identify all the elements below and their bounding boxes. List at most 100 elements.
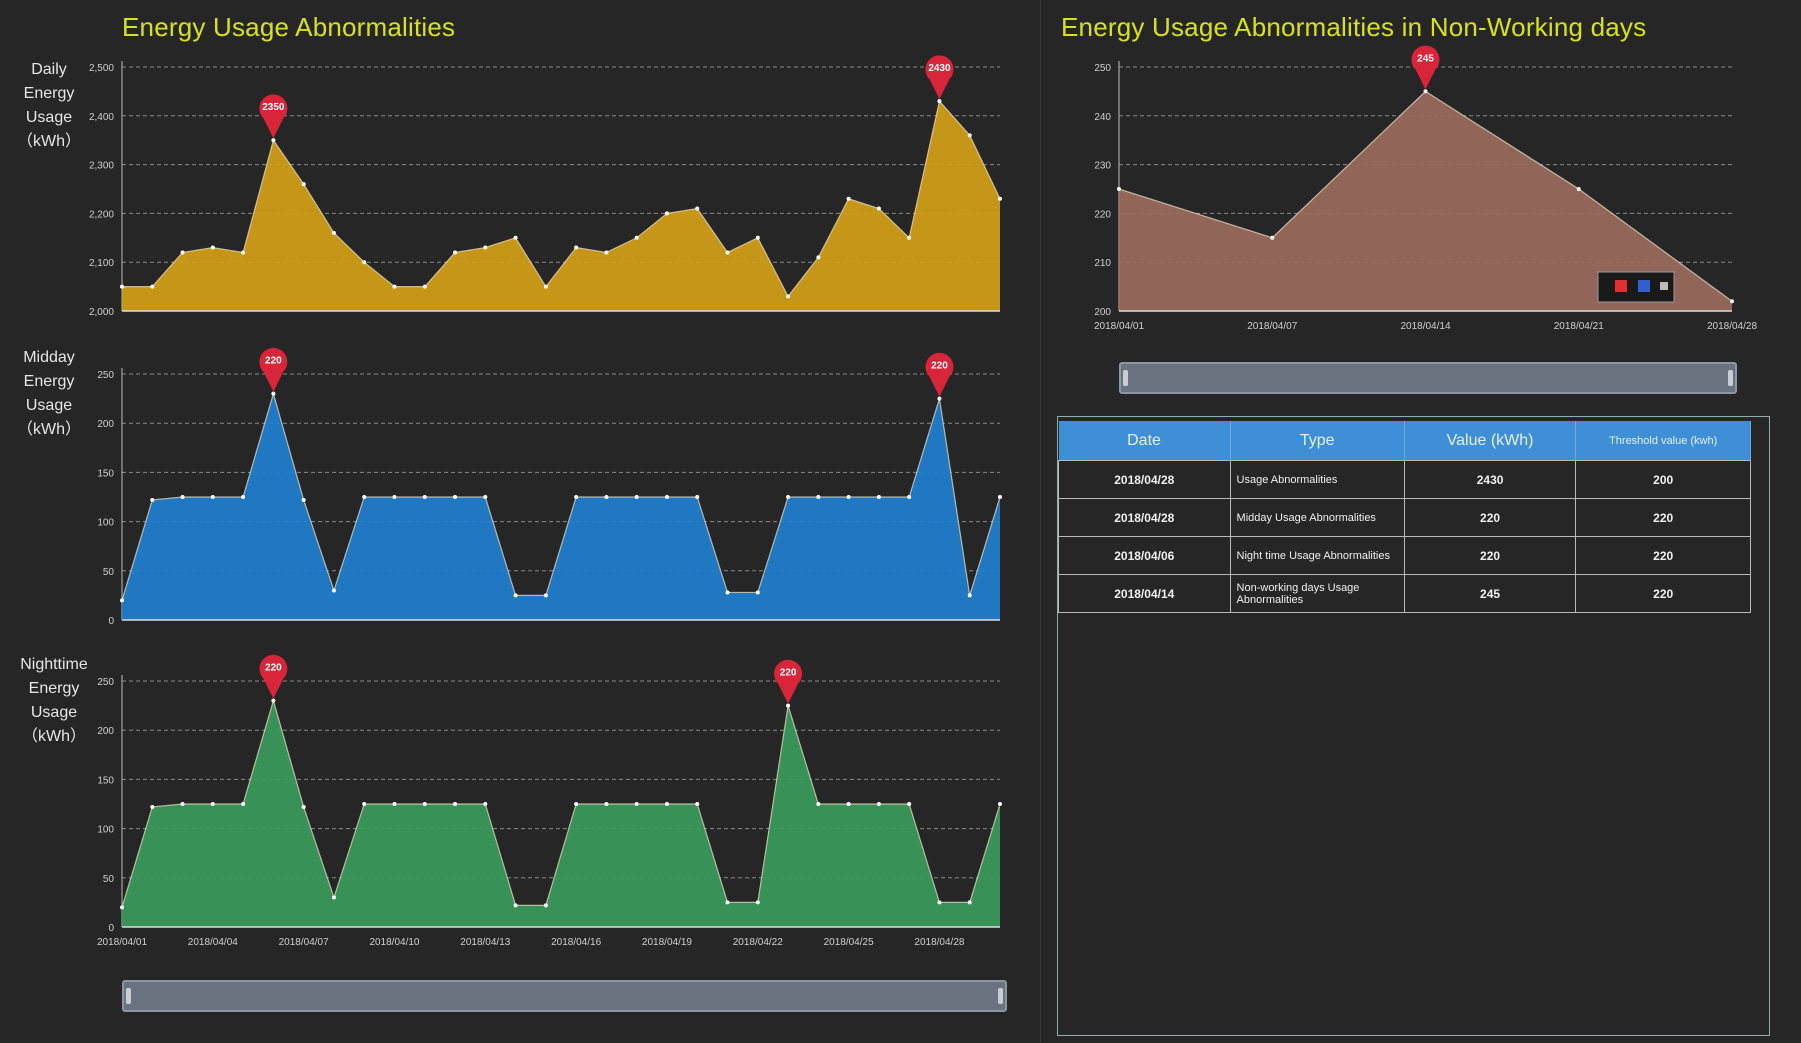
cell-date: 2018/04/28 bbox=[1058, 498, 1231, 537]
daily-marker-shape bbox=[925, 55, 954, 100]
daily-point bbox=[392, 284, 397, 289]
table-row[interactable]: 2018/04/28 Midday Usage Abnormalities 22… bbox=[1058, 498, 1751, 537]
midday-point bbox=[331, 588, 336, 593]
nighttime-point bbox=[876, 802, 881, 806]
col-date: Date bbox=[1058, 421, 1231, 461]
nighttime-point bbox=[513, 903, 518, 908]
cell-value: 245 bbox=[1403, 574, 1577, 613]
midday-ytick-label: 200 bbox=[97, 419, 114, 430]
cell-date: 2018/04/06 bbox=[1058, 536, 1231, 575]
table-row[interactable]: 2018/04/06 Night time Usage Abnormalitie… bbox=[1058, 536, 1751, 575]
nighttime-ytick-label: 150 bbox=[97, 775, 114, 786]
midday-point bbox=[210, 495, 215, 499]
daily-point bbox=[483, 245, 488, 250]
daily-point bbox=[816, 255, 821, 260]
daily-chart-ylabel: Daily Energy Usage （kWh） bbox=[16, 61, 81, 150]
cell-value: 220 bbox=[1403, 498, 1577, 537]
daily-point bbox=[846, 196, 851, 201]
daily-point bbox=[210, 245, 215, 250]
cell-type: Usage Abnormalities bbox=[1229, 460, 1405, 499]
midday-point bbox=[453, 495, 458, 499]
nonworking-point bbox=[1576, 187, 1581, 191]
nonworking-marker-pin: 245 bbox=[1411, 45, 1440, 90]
nighttime-point bbox=[422, 802, 427, 806]
nighttime-xtick-label: 2018/04/13 bbox=[460, 937, 510, 948]
nonworking-xtick-label: 2018/04/21 bbox=[1554, 321, 1604, 332]
nonworking-xtick-label: 2018/04/28 bbox=[1707, 321, 1757, 332]
nonworking-point bbox=[1730, 299, 1734, 304]
table-row[interactable]: 2018/04/14 Non-working days Usage Abnorm… bbox=[1058, 574, 1751, 613]
nonworking-xtick-label: 2018/04/14 bbox=[1400, 321, 1450, 332]
right-range-handle-start[interactable] bbox=[1123, 370, 1128, 386]
left-range-handle-end[interactable] bbox=[998, 988, 1003, 1004]
nighttime-point bbox=[150, 804, 155, 809]
daily-area bbox=[122, 101, 1000, 311]
daily-ytick-label: 2,000 bbox=[89, 307, 114, 318]
midday-point bbox=[937, 396, 942, 401]
nonworking-ytick-label: 250 bbox=[1094, 63, 1111, 74]
daily-ytick-label: 2,300 bbox=[89, 161, 114, 172]
nonworking-point bbox=[1270, 235, 1275, 240]
daily-ytick-label: 2,400 bbox=[89, 112, 114, 123]
daily-point bbox=[513, 235, 518, 240]
nighttime-ytick-label: 250 bbox=[97, 677, 114, 688]
midday-point bbox=[664, 495, 669, 499]
nighttime-chart: 0 50 100 150 200 250 2018/04/01 2018/04/04 2018/… bbox=[97, 654, 1002, 948]
daily-point bbox=[241, 250, 246, 255]
nighttime-point bbox=[543, 903, 548, 908]
daily-point bbox=[695, 206, 700, 211]
midday-chart: 0 50 100 150 200 250 220 220 bbox=[97, 347, 1002, 627]
nighttime-point bbox=[937, 900, 942, 905]
left-range-handle-start[interactable] bbox=[126, 988, 131, 1004]
nighttime-xtick-label: 2018/04/01 bbox=[97, 937, 147, 948]
nighttime-point bbox=[604, 802, 609, 806]
daily-ytick-label: 2,100 bbox=[89, 258, 114, 269]
nonworking-ytick-label: 240 bbox=[1094, 112, 1111, 123]
left-range-scrollbar[interactable] bbox=[122, 980, 1007, 1012]
nighttime-point bbox=[331, 895, 336, 900]
cell-type: Midday Usage Abnormalities bbox=[1229, 498, 1405, 537]
nighttime-point bbox=[755, 900, 760, 905]
nighttime-point bbox=[574, 802, 579, 806]
nighttime-point bbox=[695, 802, 700, 806]
midday-point bbox=[998, 495, 1002, 499]
col-value: Value (kWh) bbox=[1404, 421, 1577, 461]
right-range-scrollbar[interactable] bbox=[1119, 362, 1737, 394]
midday-point bbox=[120, 598, 124, 603]
nighttime-marker-shape bbox=[259, 654, 288, 699]
midday-area bbox=[122, 393, 1000, 620]
midday-marker-label: 220 bbox=[931, 361, 948, 372]
midday-marker-pin: 220 bbox=[925, 352, 954, 397]
midday-point bbox=[816, 495, 821, 499]
toolbox-restore-icon bbox=[1638, 280, 1650, 292]
midday-point bbox=[150, 497, 155, 502]
nighttime-xtick-label: 2018/04/22 bbox=[733, 937, 783, 948]
nighttime-point bbox=[998, 802, 1002, 806]
daily-point bbox=[786, 294, 791, 299]
nighttime-marker-pin: 220 bbox=[774, 659, 803, 704]
nighttime-xtick-label: 2018/04/04 bbox=[188, 937, 238, 948]
nighttime-ytick-label: 50 bbox=[103, 874, 115, 885]
nighttime-point bbox=[664, 802, 669, 806]
midday-point bbox=[725, 590, 730, 595]
table-row[interactable]: 2018/04/28 Usage Abnormalities 2430 200 bbox=[1058, 460, 1751, 499]
nighttime-point bbox=[271, 698, 276, 703]
daily-point bbox=[755, 235, 760, 240]
col-type: Type bbox=[1230, 421, 1405, 461]
nighttime-marker-label: 220 bbox=[265, 663, 282, 674]
daily-chart: 2,000 2,100 2,200 2,300 2,400 2,500 2350 2430 bbox=[89, 55, 1002, 318]
nighttime-point bbox=[907, 802, 912, 806]
nighttime-point bbox=[241, 802, 246, 806]
nonworking-point bbox=[1423, 89, 1428, 94]
toolbox-more-icon bbox=[1660, 282, 1668, 290]
nighttime-point bbox=[180, 802, 185, 806]
nighttime-point bbox=[786, 703, 791, 708]
nighttime-point bbox=[392, 802, 397, 806]
cell-threshold: 220 bbox=[1575, 536, 1751, 575]
midday-point bbox=[634, 495, 639, 499]
daily-ytick-label: 2,500 bbox=[89, 63, 114, 74]
midday-marker-shape bbox=[925, 352, 954, 397]
right-range-handle-end[interactable] bbox=[1728, 370, 1733, 386]
midday-point bbox=[543, 593, 548, 598]
